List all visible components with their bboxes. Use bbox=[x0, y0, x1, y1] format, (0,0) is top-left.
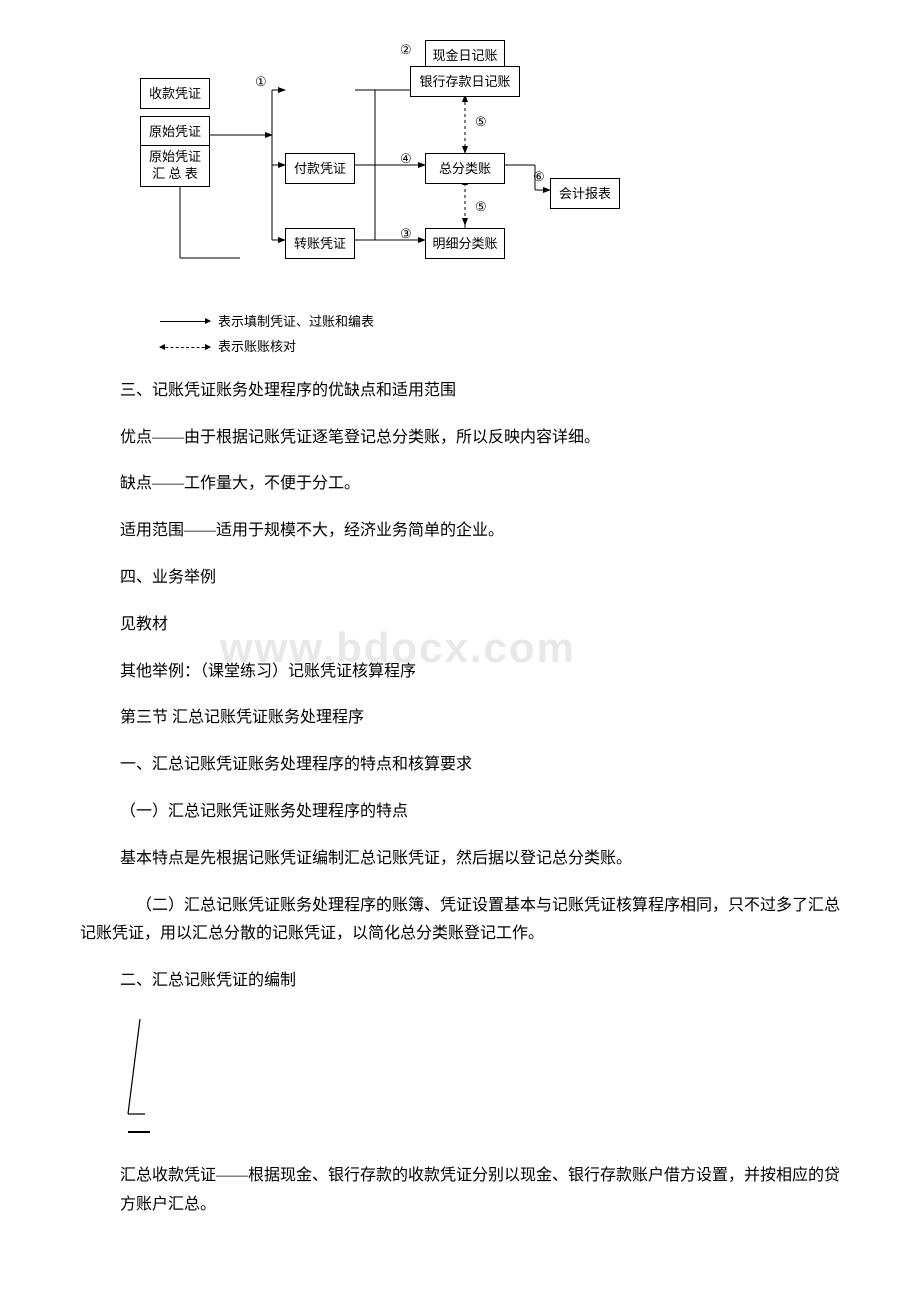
legend: 表示填制凭证、过账和编表 表示账账核对 bbox=[160, 310, 920, 359]
num-5a: ⑤ bbox=[475, 110, 487, 133]
num-1: ① bbox=[255, 70, 267, 93]
box-original-voucher: 原始凭证 bbox=[140, 116, 210, 147]
box-receipt: 收款凭证 bbox=[140, 78, 210, 109]
flowchart-diagram: 原始凭证 原始凭证汇 总 表 收款凭证 付款凭证 转账凭证 现金日记账 银行存款… bbox=[140, 40, 640, 300]
para-scope: 适用范围——适用于规模不大，经济业务简单的企业。 bbox=[120, 517, 840, 546]
para-advantage: 优点——由于根据记账凭证逐笔登记总分类账，所以反映内容详细。 bbox=[120, 424, 840, 453]
heading-s3-1-1: （一）汇总记账凭证账务处理程序的特点 bbox=[120, 798, 840, 827]
num-6: ⑥ bbox=[533, 165, 545, 188]
box-transfer: 转账凭证 bbox=[285, 228, 355, 259]
heading-section-3: 第三节 汇总记账凭证账务处理程序 bbox=[120, 704, 840, 733]
para-summary-receipt: 汇总收款凭证——根据现金、银行存款的收款凭证分别以现金、银行存款账户借方设置，并… bbox=[120, 1162, 840, 1220]
num-5b: ⑤ bbox=[475, 195, 487, 218]
num-3: ③ bbox=[400, 222, 412, 245]
legend-solid-text: 表示填制凭证、过账和编表 bbox=[218, 310, 374, 333]
box-report: 会计报表 bbox=[550, 178, 620, 209]
box-summary-voucher: 原始凭证汇 总 表 bbox=[140, 145, 210, 187]
heading-3: 三、记账凭证账务处理程序的优缺点和适用范围 bbox=[120, 377, 840, 406]
bracket-diagram bbox=[120, 1014, 180, 1144]
heading-s3-1: 一、汇总记账凭证账务处理程序的特点和核算要求 bbox=[120, 751, 840, 780]
para-basic-feature: 基本特点是先根据记账凭证编制汇总记账凭证，然后据以登记总分类账。 bbox=[120, 845, 840, 874]
box-general-ledger: 总分类账 bbox=[425, 153, 505, 184]
legend-solid-arrow-icon bbox=[160, 321, 210, 322]
box-payment: 付款凭证 bbox=[285, 153, 355, 184]
num-4: ④ bbox=[400, 147, 412, 170]
para-other-example: 其他举例：（课堂练习）记账凭证核算程序 bbox=[120, 658, 840, 687]
bracket-svg bbox=[120, 1014, 180, 1144]
legend-dashed-text: 表示账账核对 bbox=[218, 335, 296, 358]
para-disadvantage: 缺点——工作量大，不便于分工。 bbox=[120, 470, 840, 499]
num-2: ② bbox=[400, 38, 412, 61]
heading-s3-2: 二、汇总记账凭证的编制 bbox=[120, 967, 840, 996]
para-s3-1-2: （二）汇总记账凭证账务处理程序的账簿、凭证设置基本与记账凭证核算程序相同，只不过… bbox=[80, 892, 840, 950]
heading-4: 四、业务举例 bbox=[120, 564, 840, 593]
box-detail-ledger: 明细分类账 bbox=[425, 228, 505, 259]
flowchart-svg bbox=[140, 40, 640, 300]
legend-dashed-arrow-icon bbox=[160, 347, 210, 348]
box-bank-journal: 银行存款日记账 bbox=[410, 66, 520, 97]
para-textbook: 见教材 bbox=[120, 611, 840, 640]
